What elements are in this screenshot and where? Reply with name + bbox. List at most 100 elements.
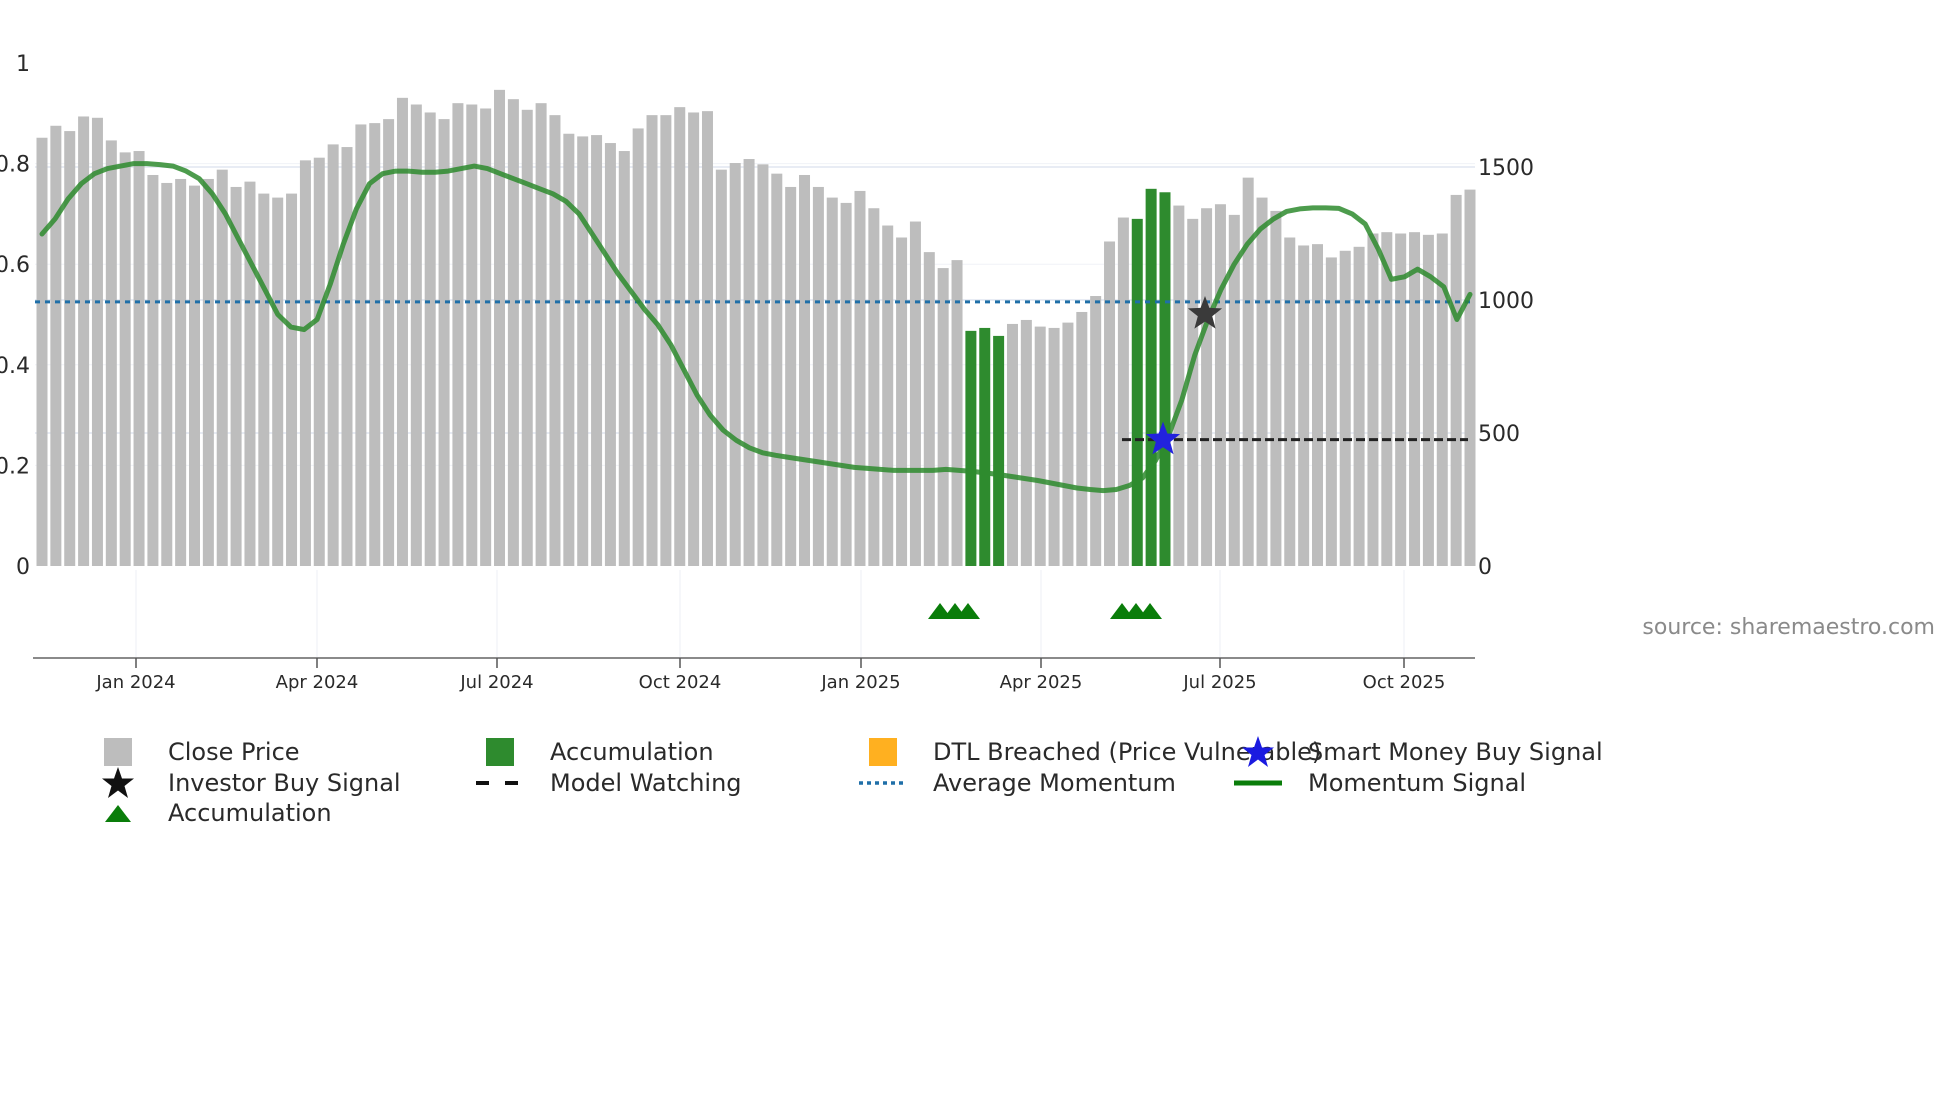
close-price-bar [161, 182, 173, 566]
close-price-bar [147, 174, 159, 567]
close-price-bar [826, 197, 838, 566]
reference-lines [35, 300, 1470, 442]
close-price-bar [1006, 323, 1018, 566]
close-price-bar [1187, 218, 1199, 566]
legend-label: Model Watching [550, 769, 742, 797]
close-price-bar [563, 133, 575, 566]
close-price-bar [1090, 296, 1102, 566]
close-price-bar [549, 115, 561, 566]
close-price-bar [577, 136, 589, 566]
close-price-bar [688, 112, 700, 566]
close-price-bar [1048, 327, 1060, 566]
right-axis-tick-label: 500 [1478, 422, 1520, 447]
close-price-bar [854, 190, 866, 566]
green-square-icon [472, 737, 528, 767]
accumulation-triangle-icon [1138, 603, 1162, 619]
accumulation-bar [979, 327, 991, 566]
close-price-bar [424, 112, 436, 566]
close-price-bar [923, 252, 935, 566]
legend-item[interactable]: Investor Buy Signal [90, 767, 401, 798]
legend-label: Average Momentum [933, 769, 1176, 797]
close-price-bar [105, 140, 117, 566]
black-dash-icon [472, 768, 528, 798]
legend-item[interactable]: Accumulation [472, 737, 714, 767]
x-axis-tick-label: Oct 2024 [639, 672, 722, 693]
close-price-bar [396, 97, 408, 566]
close-price-bar [1076, 311, 1088, 566]
green-line-icon [1230, 768, 1286, 798]
close-price-bar [1353, 246, 1365, 567]
momentum-signal-line [39, 161, 1473, 494]
close-price-bar [591, 135, 603, 566]
close-price-bar [230, 186, 242, 566]
left-axis-tick-label: 0.8 [0, 153, 30, 178]
axes: 0 0.2 0.4 0.6 0.8 1 0 500 1000 1500 Jan 2024 Apr 20… [0, 52, 1534, 693]
x-axis-tick-label: Jan 2025 [820, 672, 900, 693]
close-price-bar [313, 157, 325, 566]
legend-item[interactable]: Model Watching [472, 768, 742, 798]
left-axis-tick-label: 0.2 [0, 454, 30, 479]
accumulation-bar [1131, 218, 1143, 566]
legend-label: Smart Money Buy Signal [1308, 738, 1603, 766]
accumulation-bar [993, 335, 1005, 566]
close-price-bar [272, 197, 284, 566]
close-price-bar [507, 99, 519, 567]
close-price-bar [1104, 241, 1116, 567]
close-price-bar [133, 151, 145, 567]
legend-item[interactable]: Average Momentum [855, 768, 1176, 798]
close-price-bar [1117, 217, 1129, 567]
close-price-bar [1409, 232, 1421, 567]
close-price-bar [1436, 233, 1448, 566]
close-price-bar [1464, 189, 1476, 567]
close-price-bar [618, 151, 630, 567]
close-price-bar [438, 119, 450, 567]
close-price-bar [951, 260, 963, 566]
legend-item[interactable]: Accumulation [90, 798, 332, 828]
accumulation-bar [965, 330, 977, 566]
close-price-bar [202, 178, 214, 566]
source-label: source: sharemaestro.com [1642, 615, 1935, 640]
orange-square-icon [855, 737, 911, 767]
close-price-bar [258, 193, 270, 566]
accumulation-bar [1145, 188, 1157, 566]
blue-star-icon [1230, 736, 1286, 767]
x-axis-tick-label: Apr 2024 [276, 672, 359, 693]
close-price-bar [1450, 194, 1462, 566]
legend-label: Accumulation [550, 738, 714, 766]
x-axis-tick-label: Jul 2025 [1182, 672, 1256, 693]
close-price-bar [1062, 322, 1074, 566]
x-axis-tick-label: Jan 2024 [95, 672, 175, 693]
accumulation-triangle-icon [956, 603, 980, 619]
close-price-bar [535, 103, 547, 566]
legend-item[interactable]: Momentum Signal [1230, 768, 1526, 798]
close-price-bar [175, 178, 187, 566]
legend-item[interactable]: Close Price [90, 737, 300, 767]
close-price-bar [1228, 214, 1240, 566]
accumulation-bar [1159, 192, 1171, 566]
close-price-bar [452, 103, 464, 566]
close-price-bar [868, 208, 880, 567]
smart-money-star-icon [1145, 421, 1181, 455]
close-price-bar [494, 89, 506, 567]
close-price-bar [1256, 197, 1268, 566]
legend-label: Momentum Signal [1308, 769, 1527, 797]
legend: Close Price Accumulation DTL Breached (Pri… [0, 736, 1960, 1080]
legend-label: Accumulation [168, 799, 332, 827]
close-price-bar [674, 107, 686, 567]
left-axis-tick-label: 0.4 [0, 354, 30, 379]
legend-item[interactable]: Smart Money Buy Signal [1230, 736, 1603, 767]
signal-markers [928, 296, 1223, 619]
close-price-bar [189, 185, 201, 566]
close-price-bar [743, 159, 755, 566]
close-price-bar [771, 173, 783, 566]
close-price-bar [882, 225, 894, 566]
right-axis-tick-label: 0 [1478, 555, 1492, 580]
close-price-bar [91, 117, 103, 566]
close-price-bar [1339, 250, 1351, 567]
close-price-bar [1325, 257, 1337, 566]
close-price-bar [1173, 205, 1185, 566]
green-triangle-icon [90, 798, 146, 828]
close-price-bar [757, 164, 769, 566]
close-price-bar [1395, 233, 1407, 566]
black-star-icon [90, 767, 146, 798]
